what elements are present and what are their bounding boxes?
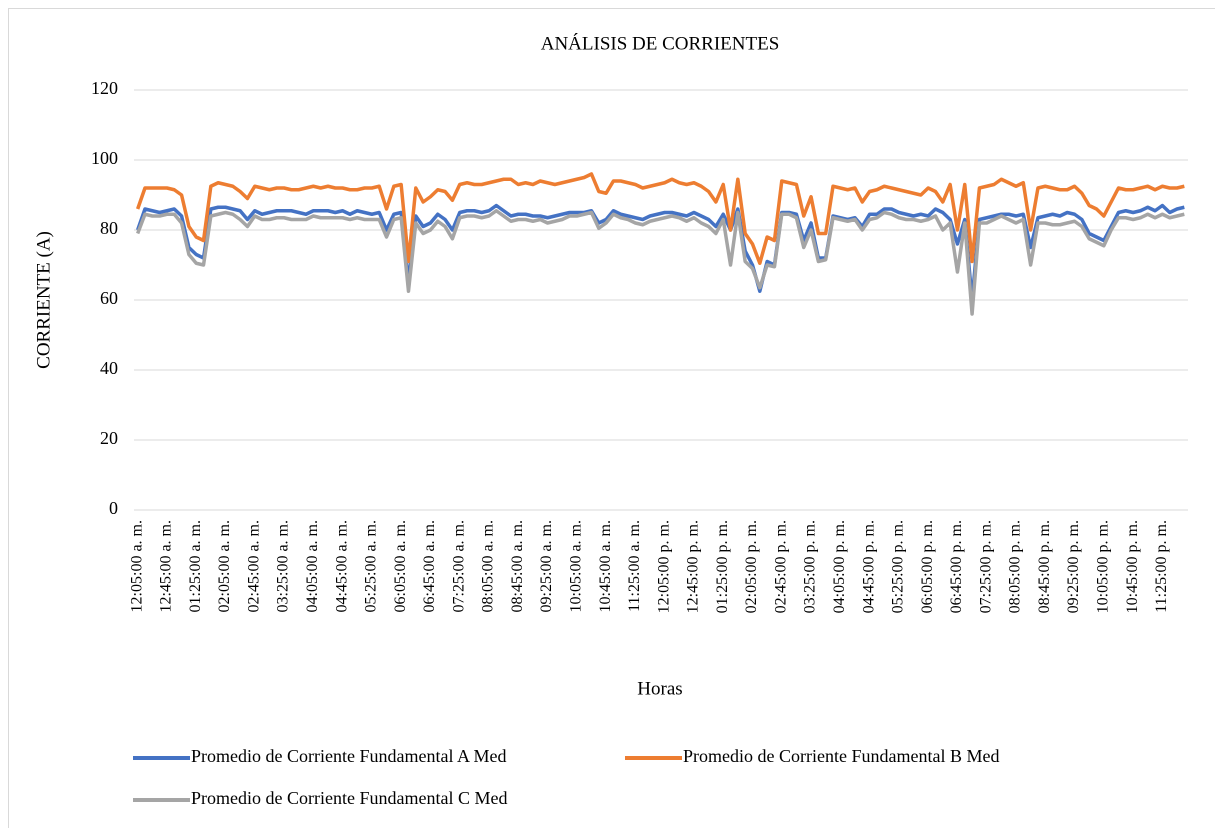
x-tick-label: 06:05:00 a. m. — [392, 520, 409, 612]
x-tick-label: 04:05:00 p. m. — [831, 520, 848, 613]
x-tick-label: 01:25:00 a. m. — [187, 520, 204, 612]
x-tick-label: 06:45:00 p. m. — [948, 520, 965, 613]
x-tick-label: 10:05:00 a. m. — [567, 520, 584, 612]
x-tick-label: 03:25:00 a. m. — [275, 520, 292, 612]
x-tick-label: 02:05:00 a. m. — [216, 520, 233, 612]
x-tick-label: 01:25:00 p. m. — [714, 520, 731, 613]
x-tick-label: 08:05:00 a. m. — [480, 520, 497, 612]
series-line — [136, 209, 1185, 316]
y-tick-label: 40 — [100, 358, 118, 378]
y-tick-label: 100 — [91, 148, 118, 168]
y-tick-label: 20 — [100, 428, 118, 448]
y-tick-label: 60 — [100, 288, 118, 308]
x-tick-label: 07:25:00 p. m. — [977, 520, 994, 613]
x-tick-label: 08:45:00 a. m. — [509, 520, 526, 612]
x-tick-label: 11:25:00 a. m. — [626, 520, 643, 612]
series-line — [136, 203, 1185, 302]
x-tick-label: 12:05:00 a. m. — [128, 520, 145, 612]
series-line — [136, 172, 1185, 265]
x-tick-label: 05:25:00 a. m. — [363, 520, 380, 612]
x-tick-label: 09:25:00 p. m. — [1065, 520, 1082, 613]
x-tick-label: 11:25:00 p. m. — [1153, 520, 1170, 613]
x-axis-label: Horas — [637, 678, 682, 699]
x-tick-label: 06:45:00 a. m. — [421, 520, 438, 612]
x-tick-label: 12:05:00 p. m. — [655, 520, 672, 613]
x-tick-label: 04:45:00 a. m. — [333, 520, 350, 612]
chart-title: ANÁLISIS DE CORRIENTES — [541, 32, 780, 54]
legend-label: Promedio de Corriente Fundamental B Med — [683, 746, 999, 766]
x-tick-label: 03:25:00 p. m. — [802, 520, 819, 613]
x-tick-label: 08:45:00 p. m. — [1036, 520, 1053, 613]
x-tick-label: 10:45:00 p. m. — [1124, 520, 1141, 613]
x-tick-label: 04:05:00 a. m. — [304, 520, 321, 612]
legend-label: Promedio de Corriente Fundamental C Med — [191, 788, 507, 808]
x-tick-label: 10:45:00 a. m. — [597, 520, 614, 612]
x-tick-label: 12:45:00 a. m. — [158, 520, 175, 612]
x-tick-label: 10:05:00 p. m. — [1094, 520, 1111, 613]
x-tick-label: 02:45:00 p. m. — [772, 520, 789, 613]
legend-label: Promedio de Corriente Fundamental A Med — [191, 746, 506, 766]
x-tick-label: 09:25:00 a. m. — [538, 520, 555, 612]
x-tick-label: 05:25:00 p. m. — [890, 520, 907, 613]
y-tick-label: 80 — [100, 218, 118, 238]
y-tick-label: 0 — [109, 498, 118, 518]
x-tick-label: 12:45:00 p. m. — [685, 520, 702, 613]
y-axis-label: CORRIENTE (A) — [33, 231, 54, 369]
x-tick-label: 02:45:00 a. m. — [245, 520, 262, 612]
x-tick-label: 04:45:00 p. m. — [860, 520, 877, 613]
x-tick-label: 06:05:00 p. m. — [919, 520, 936, 613]
y-tick-label: 120 — [91, 78, 118, 98]
x-tick-label: 02:05:00 p. m. — [743, 520, 760, 613]
x-tick-label: 07:25:00 a. m. — [450, 520, 467, 612]
x-tick-label: 08:05:00 p. m. — [1007, 520, 1024, 613]
chart-frame — [8, 8, 1215, 828]
